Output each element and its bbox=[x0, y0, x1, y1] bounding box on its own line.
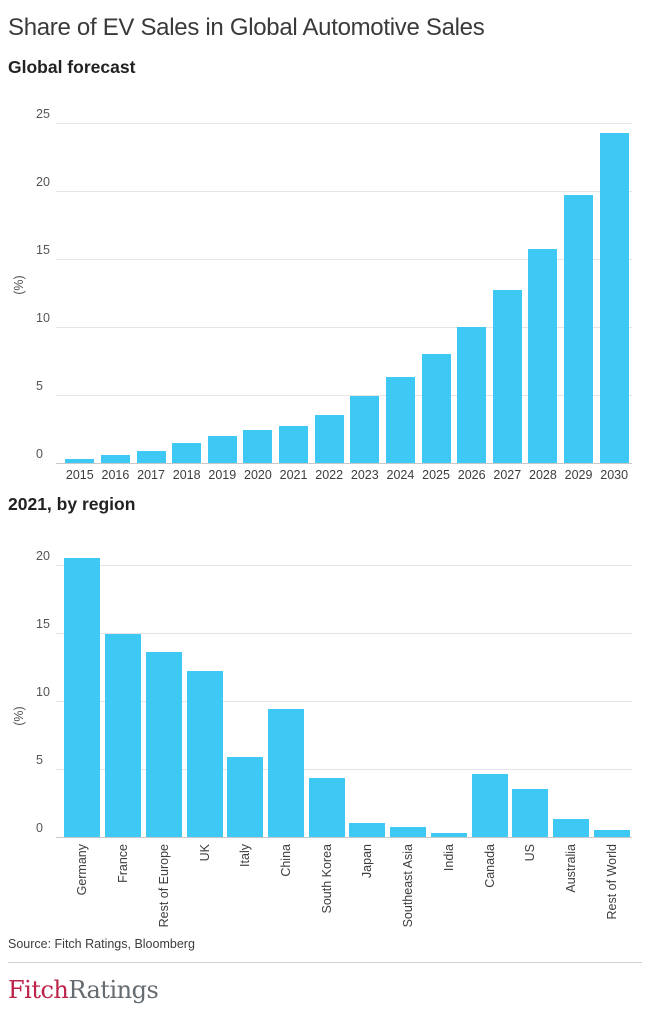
gridline-5 bbox=[56, 395, 632, 396]
x-label-us: US bbox=[523, 844, 538, 862]
x-label-france: France bbox=[116, 844, 131, 883]
y-axis-label: (%) bbox=[12, 706, 26, 726]
x-label-south-korea: South Korea bbox=[319, 844, 334, 914]
gridline-15 bbox=[56, 259, 632, 260]
x-label-uk: UK bbox=[197, 844, 212, 862]
x-label-2017: 2017 bbox=[137, 468, 165, 482]
x-label-2022: 2022 bbox=[315, 468, 344, 482]
x-label-2021: 2021 bbox=[279, 468, 308, 482]
x-label-2030: 2030 bbox=[600, 468, 629, 482]
bar-2029 bbox=[564, 195, 594, 463]
footer-divider bbox=[8, 962, 642, 963]
x-label-germany: Germany bbox=[75, 844, 90, 896]
x-label-australia: Australia bbox=[563, 844, 578, 893]
gridline-10 bbox=[56, 327, 632, 328]
bar-2028 bbox=[528, 249, 558, 463]
bar-2020 bbox=[243, 430, 273, 463]
x-label-2025: 2025 bbox=[422, 468, 450, 482]
x-label-2029: 2029 bbox=[564, 468, 593, 482]
bar-2016 bbox=[100, 454, 130, 463]
gridline-25 bbox=[56, 123, 632, 124]
bar-japan bbox=[349, 823, 386, 837]
bar-2018 bbox=[172, 442, 202, 463]
bar-germany bbox=[64, 557, 101, 837]
y-tick-label-10: 10 bbox=[36, 684, 50, 699]
bar-us bbox=[512, 789, 549, 837]
y-tick-label-15: 15 bbox=[36, 243, 50, 257]
bar-2015 bbox=[65, 458, 95, 463]
bar-2017 bbox=[136, 450, 166, 463]
bar-south-korea bbox=[308, 778, 345, 837]
plot-area bbox=[56, 123, 632, 464]
source-note: Source: Fitch Ratings, Bloomberg bbox=[8, 937, 195, 951]
y-tick-label-5: 5 bbox=[36, 752, 43, 767]
bar-2026 bbox=[457, 327, 487, 463]
logo-ratings-text: Ratings bbox=[68, 976, 159, 1004]
bar-uk bbox=[186, 670, 223, 837]
plot-area bbox=[56, 551, 632, 838]
x-label-rest-of-world: Rest of World bbox=[604, 844, 619, 920]
x-label-japan: Japan bbox=[360, 844, 375, 879]
chart2-subtitle: 2021, by region bbox=[8, 494, 136, 514]
logo-fitch-text: Fitch bbox=[8, 976, 69, 1004]
page-title: Share of EV Sales in Global Automotive S… bbox=[8, 14, 485, 41]
y-tick-label-0: 0 bbox=[36, 447, 43, 461]
chart1-subtitle: Global forecast bbox=[8, 57, 136, 77]
bar-southeast-asia bbox=[390, 827, 427, 837]
bar-2024 bbox=[385, 377, 415, 463]
x-label-china: China bbox=[278, 844, 293, 877]
x-label-india: India bbox=[441, 844, 456, 872]
bar-2027 bbox=[492, 290, 522, 463]
x-label-2024: 2024 bbox=[386, 468, 415, 482]
x-label-italy: Italy bbox=[238, 844, 253, 867]
chart-global-forecast: 0 5 10 15 20 25 2015 2016 2017 2018 2019 2020 2021 20… bbox=[0, 100, 650, 495]
y-tick-label-5: 5 bbox=[36, 379, 43, 393]
bar-2030 bbox=[599, 132, 629, 463]
y-tick-label-20: 20 bbox=[36, 175, 50, 189]
x-label-2019: 2019 bbox=[208, 468, 237, 482]
y-tick-label-0: 0 bbox=[36, 821, 43, 835]
x-label-2026: 2026 bbox=[457, 468, 486, 482]
y-tick-label-25: 25 bbox=[36, 107, 50, 121]
bar-china bbox=[267, 708, 304, 837]
bar-india bbox=[430, 832, 467, 837]
bar-2019 bbox=[207, 435, 237, 463]
bar-rest-of-world bbox=[593, 830, 630, 837]
gridline-5 bbox=[56, 769, 632, 770]
x-label-2020: 2020 bbox=[244, 468, 272, 482]
x-label-canada: Canada bbox=[482, 844, 497, 888]
bar-rest-of-europe bbox=[145, 651, 182, 837]
x-axis-line bbox=[56, 837, 632, 838]
bar-france bbox=[105, 634, 142, 837]
x-label-2016: 2016 bbox=[101, 468, 130, 482]
y-axis-label: (%) bbox=[12, 275, 26, 295]
gridline-15 bbox=[56, 633, 632, 634]
y-tick-label-20: 20 bbox=[36, 548, 50, 563]
bar-2021 bbox=[279, 426, 309, 463]
x-label-2015: 2015 bbox=[65, 468, 94, 482]
x-label-rest-of-europe: Rest of Europe bbox=[156, 844, 171, 928]
y-tick-label-15: 15 bbox=[36, 616, 50, 631]
gridline-20 bbox=[56, 191, 632, 192]
x-label-southeast-asia: Southeast Asia bbox=[401, 844, 416, 928]
x-axis-line bbox=[56, 463, 632, 464]
gridline-10 bbox=[56, 701, 632, 702]
bar-2022 bbox=[314, 415, 344, 463]
x-label-2023: 2023 bbox=[350, 468, 379, 482]
gridline-20 bbox=[56, 565, 632, 566]
x-label-2018: 2018 bbox=[172, 468, 201, 482]
bar-italy bbox=[227, 756, 264, 837]
bar-2023 bbox=[350, 396, 380, 463]
x-label-2027: 2027 bbox=[493, 468, 522, 482]
bar-australia bbox=[552, 819, 589, 837]
chart-2021-by-region: 0 5 10 15 20 Germany France Rest of Europe UK Ita… bbox=[0, 540, 650, 940]
x-label-2028: 2028 bbox=[529, 468, 557, 482]
fitch-ratings-logo: FitchRatings bbox=[8, 976, 159, 1004]
y-tick-label-10: 10 bbox=[36, 311, 50, 325]
bar-2025 bbox=[421, 354, 451, 463]
bar-canada bbox=[471, 774, 508, 837]
